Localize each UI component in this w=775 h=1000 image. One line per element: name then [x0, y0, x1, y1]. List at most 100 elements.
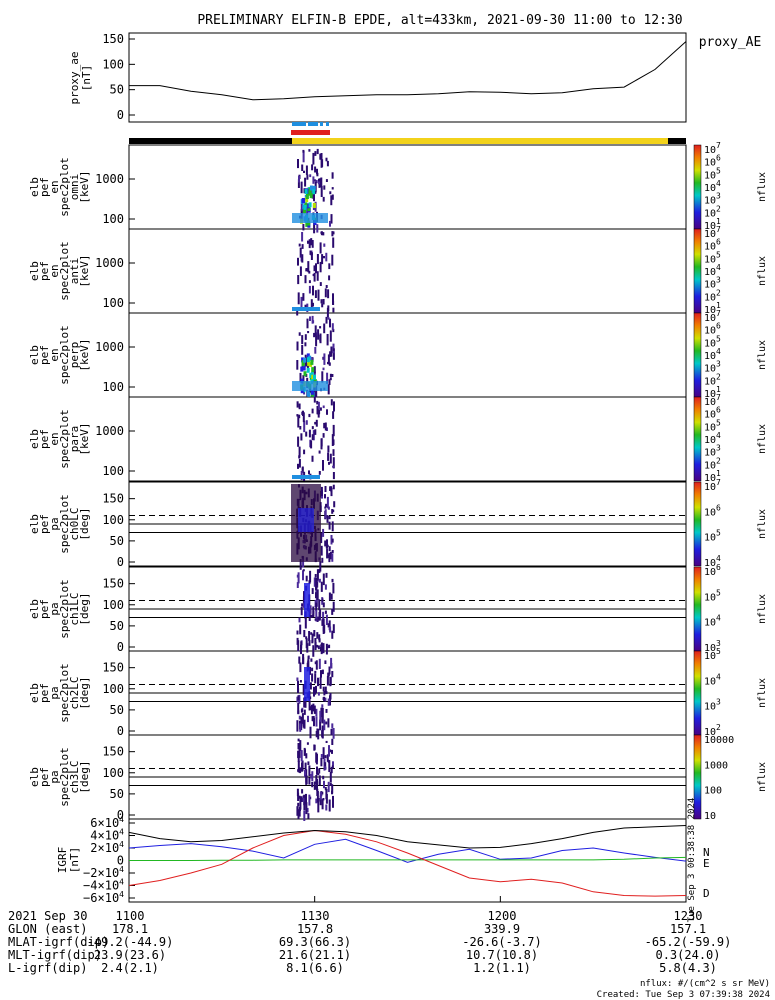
- spectrogram-cell: [327, 384, 330, 395]
- spectrogram-cell: [320, 438, 323, 447]
- spectrogram-cell: [332, 328, 335, 333]
- spectrogram-cell: [332, 472, 335, 480]
- spectrogram-cell: [298, 617, 301, 623]
- spectrogram-core-cell: [307, 206, 311, 212]
- panel-ylabel-ch2LC: spec2plot: [58, 663, 71, 723]
- spectrogram-cell: [329, 318, 331, 328]
- spectrogram-cell: [313, 366, 316, 374]
- spectrogram-cell: [332, 449, 335, 456]
- spectrogram-cell: [297, 179, 300, 188]
- footer-mlt-1100: 23.9(23.6): [94, 948, 166, 962]
- spectrogram-cell: [311, 673, 314, 682]
- spectrogram-cell: [310, 658, 313, 662]
- spectrogram-cell: [325, 285, 328, 288]
- spectrogram-cell: [329, 676, 332, 687]
- colorbar-tick-label: 104: [704, 347, 721, 362]
- footer-glon-1230: 157.1: [670, 922, 706, 936]
- spectrogram-cell: [327, 759, 330, 763]
- spectrogram-cell: [297, 710, 300, 715]
- igrf-ytick-label: −2×104: [83, 865, 124, 880]
- spectrogram-core-cell: [307, 361, 311, 366]
- spectrogram-cell: [318, 638, 321, 643]
- spectrogram-cell: [323, 323, 326, 334]
- spectrogram-cell: [296, 630, 299, 635]
- colorbar-label-perp: nflux: [757, 340, 768, 370]
- spectrogram-cell: [327, 354, 330, 365]
- spectrogram-cell: [331, 550, 334, 554]
- colorbar-tick-label: 106: [704, 563, 721, 578]
- spectrogram-cell: [323, 691, 326, 696]
- spectrogram-cell: [304, 749, 306, 753]
- spectrogram-cell: [311, 426, 314, 430]
- spectrogram-cell: [304, 615, 307, 619]
- spectrogram-cell: [332, 601, 335, 612]
- footer-glon-1200: 339.9: [484, 922, 520, 936]
- spectrogram-cell: [311, 771, 314, 782]
- spectrogram-cell: [297, 738, 300, 742]
- spectrogram-cell: [330, 346, 333, 357]
- spectrogram-cell: [317, 401, 320, 410]
- footer-date-1200: 1200: [488, 909, 517, 923]
- spectrogram-cell: [319, 261, 322, 273]
- spectrogram-cell: [296, 574, 299, 578]
- spectrogram-cell: [299, 266, 302, 276]
- spectrogram-cell: [321, 799, 324, 810]
- spectrogram-cell: [298, 459, 301, 468]
- spectrogram-cell: [299, 624, 302, 635]
- spectrogram-core-cell: [313, 374, 316, 380]
- spectrogram-cell: [314, 638, 317, 646]
- panel-ytick-label: 1000: [95, 424, 124, 438]
- spectrogram-cell: [331, 738, 334, 745]
- spectrogram-cell: [324, 509, 327, 519]
- spectrogram-cell: [305, 802, 308, 815]
- spectrogram-cell: [322, 643, 325, 654]
- spectrogram-cell: [322, 196, 325, 202]
- footer-l-1200: 1.2(1.1): [473, 961, 531, 975]
- colorbar-tick-label: 102: [704, 723, 721, 738]
- spectrogram-cell: [332, 351, 335, 354]
- spectrogram-cell: [323, 243, 326, 247]
- panel-ylabel-ch3LC: spec2plot: [58, 747, 71, 807]
- spectrogram-cell: [325, 316, 328, 324]
- panel-ylabel-omni: pef: [38, 177, 51, 197]
- igrf-legend-D: D: [703, 887, 710, 900]
- spectrogram-cell: [303, 390, 306, 395]
- spectrogram-cell: [304, 342, 307, 347]
- spectrogram-cell: [332, 582, 335, 594]
- colorbar-tick-label: 102: [704, 372, 721, 387]
- spectrogram-cell: [307, 761, 310, 765]
- spectrogram-cell: [315, 602, 318, 612]
- spectrogram-cell: [303, 800, 306, 811]
- panel-ylabel-para: en: [48, 432, 61, 445]
- spectrogram-cell: [321, 254, 324, 265]
- spectrogram-cell: [324, 762, 327, 770]
- spectrogram-cell: [333, 501, 336, 508]
- spectrogram-cell: [302, 569, 305, 572]
- colorbar-tick-label: 1000: [704, 760, 728, 771]
- spectrogram-cell: [332, 231, 335, 235]
- spectrogram-core-cell: [304, 202, 308, 208]
- spectrogram-cell: [321, 557, 324, 563]
- spectrogram-cell: [309, 250, 312, 255]
- spectrogram-cell: [314, 574, 317, 578]
- spectrogram-cell: [331, 521, 334, 532]
- colorbar-tick-label: 107: [704, 141, 721, 156]
- spectrogram-cell: [320, 532, 323, 544]
- spectrogram-cell: [311, 357, 314, 363]
- spectrogram-cell: [298, 455, 301, 459]
- spectrogram-cell: [328, 516, 331, 520]
- spectrogram-cell: [311, 716, 314, 722]
- spectrogram-cell: [325, 157, 328, 162]
- spectrogram-cell: [312, 645, 315, 657]
- spectrogram-cell: [304, 696, 307, 708]
- colorbar-tick-label: 102: [704, 456, 721, 471]
- spectrogram-cell: [324, 422, 327, 431]
- spectrogram-cell: [328, 521, 331, 530]
- spectrogram-cell: [298, 656, 301, 664]
- colorbar-tick-label: 101: [704, 385, 721, 400]
- spectrogram-cell: [319, 326, 322, 329]
- spectrogram-cell: [322, 624, 325, 634]
- footer-l-1100: 2.4(2.1): [101, 961, 159, 975]
- footer-label-l: L-igrf(dip): [8, 961, 87, 975]
- spectrogram-cell: [311, 639, 314, 644]
